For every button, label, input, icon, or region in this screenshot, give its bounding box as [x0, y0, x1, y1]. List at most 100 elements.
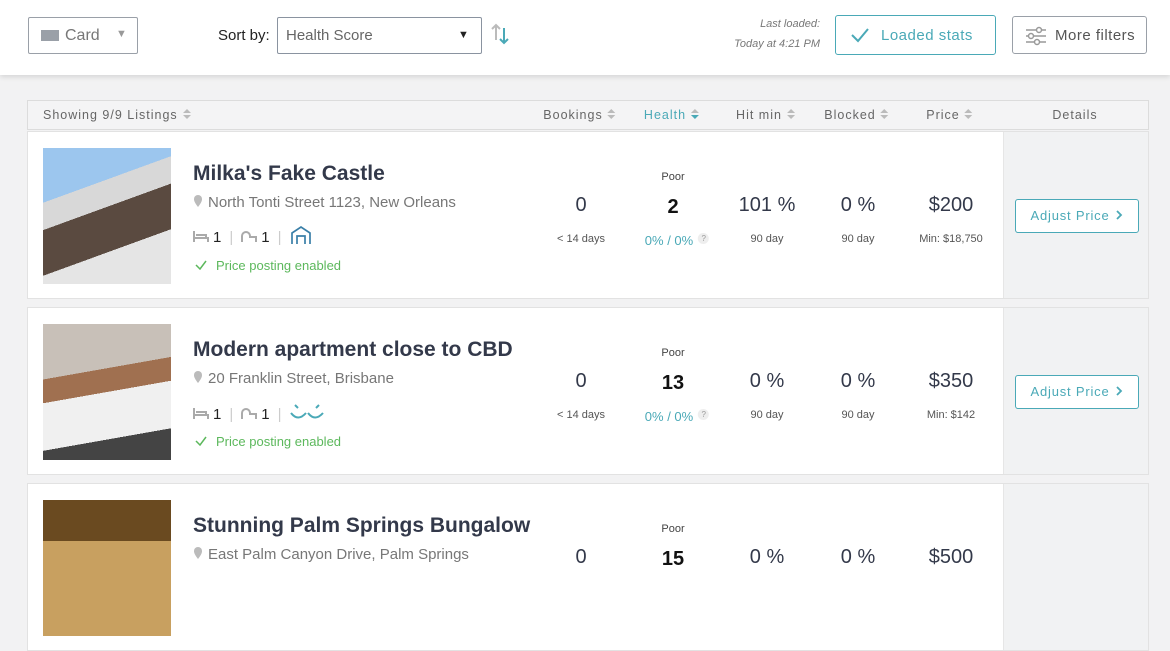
listing-card: Modern apartment close to CBD 20 Franklin…: [27, 307, 1149, 475]
blocked-value: 0 %: [840, 370, 876, 392]
sort-arrows: [964, 109, 973, 119]
sort-arrows: [691, 109, 700, 119]
blocked-period: 90 day: [841, 233, 875, 245]
details-cell: Adjust Price: [1003, 132, 1148, 298]
toolbar: Card ▼ Sort by: Health Score ▼ Last load…: [0, 0, 1170, 75]
bookings-period: < 14 days: [556, 409, 606, 421]
hit-min-period: 90 day: [750, 409, 784, 421]
view-value: Card: [65, 27, 100, 44]
occupancy-text: 0% / 0%: [644, 233, 694, 248]
price-minimum: Min: $18,750: [919, 233, 983, 245]
health-label: Poor: [661, 523, 685, 535]
amenities: 1 | 1 |: [193, 401, 324, 423]
column-header: Health: [644, 108, 700, 122]
help-icon[interactable]: ?: [698, 409, 710, 420]
last-loaded-time: Today at 4:21 PM: [734, 38, 820, 50]
pin-icon: [194, 547, 202, 559]
price-value: $350: [928, 370, 974, 392]
column-header: Hit min: [736, 108, 796, 122]
column-label: Blocked: [824, 108, 876, 122]
bath-icon: [241, 231, 258, 242]
adjust-price-text: Adjust Price: [1030, 208, 1110, 223]
listing-name: Stunning Palm Springs Bungalow: [193, 514, 531, 537]
beds: 1: [213, 229, 222, 246]
listing-address: East Palm Canyon Drive, Palm Springs: [193, 546, 469, 563]
blocked-value: 0 %: [840, 194, 876, 216]
details-cell: Adjust Price: [1003, 308, 1148, 474]
listing-name: Modern apartment close to CBD: [193, 338, 513, 361]
health-label: Poor: [661, 171, 685, 183]
sort-arrows: [182, 109, 191, 119]
column-label: Hit min: [736, 108, 782, 122]
listing-card: Stunning Palm Springs Bungalow East Palm …: [27, 483, 1149, 651]
listing-address: 20 Franklin Street, Brisbane: [193, 370, 394, 387]
blocked-value: 0 %: [840, 546, 876, 568]
view-select[interactable]: Card ▼: [28, 17, 138, 54]
column-header: Bookings: [543, 108, 616, 122]
health-score: 15: [661, 548, 685, 570]
airbnb-icon: [289, 404, 324, 419]
health-occupancy: 0% / 0%?: [644, 233, 710, 248]
check-icon: [195, 436, 207, 447]
divider: |: [229, 406, 234, 423]
divider: |: [277, 406, 282, 423]
health-label: Poor: [661, 347, 685, 359]
loaded-stats-button[interactable]: Loaded stats: [835, 15, 996, 55]
details-cell: [1003, 484, 1148, 650]
hit-min-value: 0 %: [749, 370, 785, 392]
status-text: Price posting enabled: [216, 434, 342, 449]
card-icon: [41, 30, 59, 41]
caret: ▼: [116, 28, 127, 40]
adjust-price-button[interactable]: Adjust Price: [1015, 199, 1139, 233]
listing-image: [43, 324, 171, 460]
adjust-price-button[interactable]: Adjust Price: [1015, 375, 1139, 409]
column-header: Showing 9/9 Listings: [43, 108, 192, 122]
adjust-price-text: Adjust Price: [1030, 384, 1110, 399]
column-label: Price: [926, 108, 960, 122]
hit-min-value: 0 %: [749, 546, 785, 568]
sort-arrows: [880, 109, 889, 119]
column-label: Health: [643, 108, 687, 122]
caret: ▼: [458, 29, 469, 41]
bed-icon: [193, 408, 209, 419]
listing-image: [43, 500, 171, 636]
blocked-period: 90 day: [841, 409, 875, 421]
beds: 1: [213, 406, 222, 423]
health-score: 13: [661, 372, 685, 394]
bookings-value: 0: [575, 370, 587, 392]
check-icon: [851, 28, 869, 43]
baths: 1: [261, 229, 270, 246]
more-filters-button[interactable]: More filters: [1012, 16, 1147, 54]
listing-card: Milka's Fake Castle North Tonti Street 11…: [27, 131, 1149, 299]
divider: |: [229, 229, 234, 246]
check-icon: [195, 260, 207, 271]
listing-address: North Tonti Street 1123, New Orleans: [193, 194, 456, 211]
price-minimum: Min: $142: [926, 409, 976, 421]
column-label: Details: [1052, 108, 1098, 122]
hit-min-period: 90 day: [750, 233, 784, 245]
column-header: Details: [1052, 108, 1097, 122]
address-text: East Palm Canyon Drive, Palm Springs: [208, 546, 469, 563]
price-value: $500: [928, 546, 974, 568]
help-icon[interactable]: ?: [698, 233, 710, 244]
sort-arrows: [786, 109, 795, 119]
last-loaded-label: Last loaded:: [760, 18, 820, 30]
sort-direction[interactable]: [490, 22, 512, 46]
price-posting-status: Price posting enabled: [195, 258, 341, 273]
listing-name: Milka's Fake Castle: [193, 162, 385, 185]
bookings-period: < 14 days: [556, 233, 606, 245]
sort-label: Sort by:: [218, 27, 270, 44]
loaded-stats-text: Loaded stats: [881, 27, 973, 44]
health-occupancy: 0% / 0%?: [645, 409, 710, 424]
bed-icon: [193, 231, 209, 242]
column-label: Bookings: [543, 108, 603, 122]
bookings-value: 0: [575, 194, 587, 216]
column-label: Showing 9/9 Listings: [43, 108, 178, 122]
address-text: 20 Franklin Street, Brisbane: [208, 370, 394, 387]
price-posting-status: Price posting enabled: [195, 434, 341, 449]
sort-select[interactable]: Health Score ▼: [277, 17, 482, 54]
property-icon: [290, 225, 311, 244]
chevron: [1116, 210, 1123, 220]
column-header: Price: [926, 108, 973, 122]
